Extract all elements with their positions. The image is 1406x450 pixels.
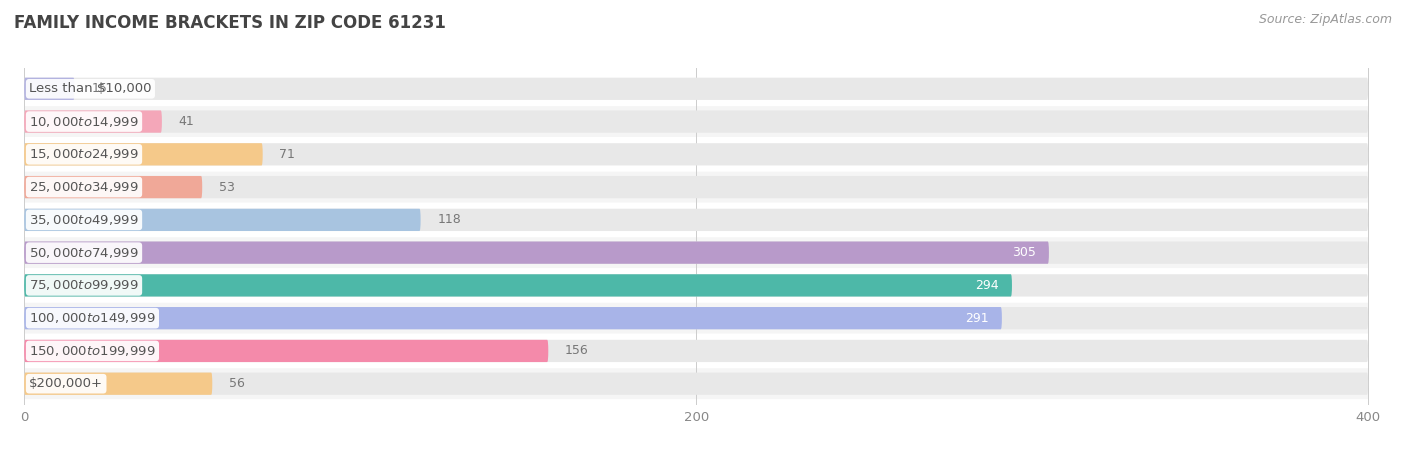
FancyBboxPatch shape <box>24 106 1368 137</box>
FancyBboxPatch shape <box>24 78 75 100</box>
FancyBboxPatch shape <box>24 176 1368 198</box>
FancyBboxPatch shape <box>24 242 1049 264</box>
FancyBboxPatch shape <box>24 307 1368 329</box>
Text: $200,000+: $200,000+ <box>30 377 103 390</box>
Text: 305: 305 <box>1011 246 1035 259</box>
FancyBboxPatch shape <box>24 209 1368 231</box>
FancyBboxPatch shape <box>24 110 1368 133</box>
FancyBboxPatch shape <box>24 110 162 133</box>
FancyBboxPatch shape <box>24 78 1368 100</box>
Text: $75,000 to $99,999: $75,000 to $99,999 <box>30 279 139 292</box>
FancyBboxPatch shape <box>24 172 1368 202</box>
FancyBboxPatch shape <box>24 242 1368 264</box>
Text: Source: ZipAtlas.com: Source: ZipAtlas.com <box>1258 14 1392 27</box>
FancyBboxPatch shape <box>24 176 202 198</box>
Text: Less than $10,000: Less than $10,000 <box>30 82 152 95</box>
FancyBboxPatch shape <box>24 204 1368 235</box>
Text: $10,000 to $14,999: $10,000 to $14,999 <box>30 115 139 129</box>
Text: 291: 291 <box>965 312 988 324</box>
FancyBboxPatch shape <box>24 340 1368 362</box>
Text: 56: 56 <box>229 377 245 390</box>
Text: $15,000 to $24,999: $15,000 to $24,999 <box>30 147 139 162</box>
Text: $50,000 to $74,999: $50,000 to $74,999 <box>30 246 139 260</box>
FancyBboxPatch shape <box>24 139 1368 170</box>
FancyBboxPatch shape <box>24 368 1368 399</box>
Text: FAMILY INCOME BRACKETS IN ZIP CODE 61231: FAMILY INCOME BRACKETS IN ZIP CODE 61231 <box>14 14 446 32</box>
Text: $150,000 to $199,999: $150,000 to $199,999 <box>30 344 156 358</box>
Text: $25,000 to $34,999: $25,000 to $34,999 <box>30 180 139 194</box>
FancyBboxPatch shape <box>24 274 1012 297</box>
FancyBboxPatch shape <box>24 340 548 362</box>
Text: 156: 156 <box>565 344 589 357</box>
FancyBboxPatch shape <box>24 270 1368 301</box>
Text: 15: 15 <box>91 82 107 95</box>
FancyBboxPatch shape <box>24 303 1368 333</box>
FancyBboxPatch shape <box>24 73 1368 104</box>
FancyBboxPatch shape <box>24 307 1002 329</box>
FancyBboxPatch shape <box>24 209 420 231</box>
Text: $35,000 to $49,999: $35,000 to $49,999 <box>30 213 139 227</box>
FancyBboxPatch shape <box>24 143 263 166</box>
Text: $100,000 to $149,999: $100,000 to $149,999 <box>30 311 156 325</box>
FancyBboxPatch shape <box>24 237 1368 268</box>
Text: 118: 118 <box>437 213 461 226</box>
FancyBboxPatch shape <box>24 336 1368 366</box>
FancyBboxPatch shape <box>24 274 1368 297</box>
Text: 41: 41 <box>179 115 194 128</box>
Text: 53: 53 <box>219 180 235 194</box>
FancyBboxPatch shape <box>24 373 1368 395</box>
FancyBboxPatch shape <box>24 143 1368 166</box>
Text: 71: 71 <box>280 148 295 161</box>
FancyBboxPatch shape <box>24 373 212 395</box>
Text: 294: 294 <box>974 279 998 292</box>
